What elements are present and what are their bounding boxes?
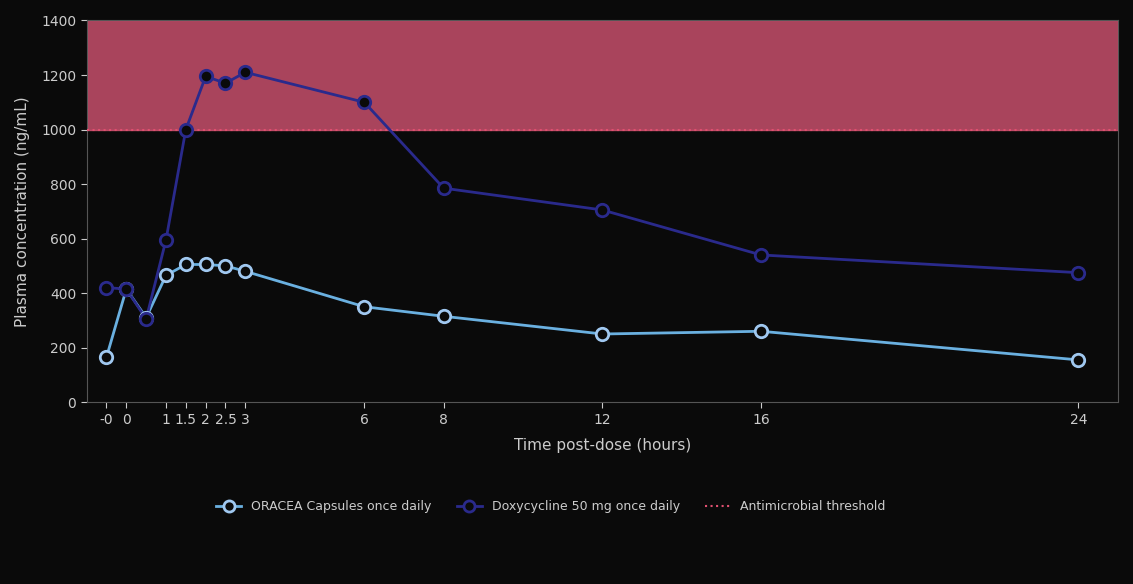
Point xyxy=(435,183,453,193)
Point xyxy=(197,260,215,269)
Point xyxy=(137,314,155,324)
Point xyxy=(216,261,235,270)
Point xyxy=(752,251,770,260)
Point xyxy=(356,98,374,107)
Point xyxy=(1070,268,1088,277)
Point xyxy=(157,271,176,280)
Point xyxy=(197,72,215,81)
Point xyxy=(177,260,195,269)
Point xyxy=(97,283,116,293)
Point xyxy=(237,68,255,77)
Point xyxy=(117,284,135,294)
Point xyxy=(1070,355,1088,364)
Point xyxy=(752,326,770,336)
Point xyxy=(117,284,135,294)
Point xyxy=(97,353,116,362)
Point xyxy=(177,125,195,134)
Point xyxy=(594,206,612,215)
Point xyxy=(216,78,235,88)
X-axis label: Time post-dose (hours): Time post-dose (hours) xyxy=(513,437,691,453)
Point xyxy=(157,235,176,245)
Legend: ORACEA Capsules once daily, Doxycycline 50 mg once daily, Antimicrobial threshol: ORACEA Capsules once daily, Doxycycline … xyxy=(212,495,891,518)
Point xyxy=(237,267,255,276)
Y-axis label: Plasma concentration (ng/mL): Plasma concentration (ng/mL) xyxy=(15,96,29,326)
Point xyxy=(137,313,155,322)
Point xyxy=(435,312,453,321)
Point xyxy=(356,302,374,311)
Point xyxy=(594,329,612,339)
